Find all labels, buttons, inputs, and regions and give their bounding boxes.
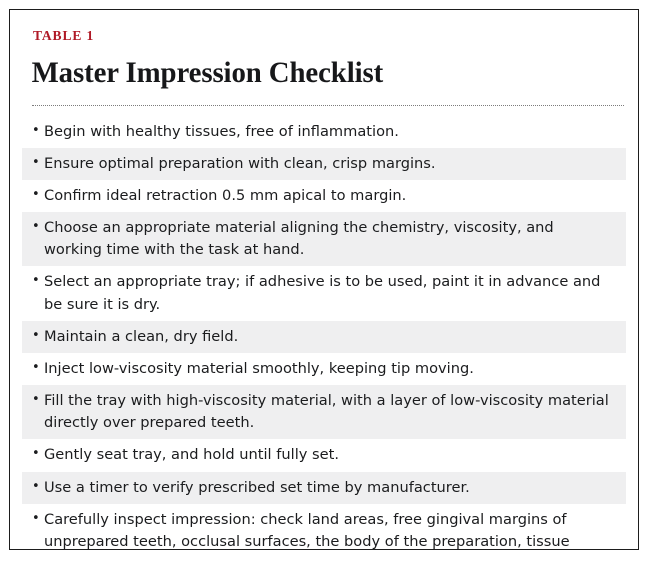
checklist-item: • Ensure optimal preparation with clean, … — [22, 147, 626, 180]
bullet-icon: • — [32, 186, 40, 202]
table-number-label: TABLE 1 — [33, 28, 95, 43]
checklist: • Begin with healthy tissues, free of inf… — [22, 107, 626, 550]
bullet-icon: • — [32, 273, 40, 289]
checklist-item: • Choose an appropriate material aligning… — [22, 212, 626, 267]
bullet-icon: • — [32, 392, 40, 408]
bullet-icon: • — [32, 510, 40, 526]
table-card: TABLE 1 Master Impression Checklist • Beg… — [9, 9, 639, 550]
checklist-item: • Confirm ideal retraction 0.5 mm apical … — [22, 180, 626, 212]
checklist-item: • Maintain a clean, dry field. — [22, 320, 626, 353]
card-inner: TABLE 1 Master Impression Checklist • Beg… — [10, 10, 638, 549]
checklist-item: • Use a timer to verify prescribed set ti… — [22, 471, 626, 504]
checklist-item-label: Maintain a clean, dry field. — [44, 327, 239, 345]
bullet-icon: • — [32, 122, 40, 138]
bullet-icon: • — [32, 154, 40, 170]
checklist-item: • Gently seat tray, and hold until fully … — [22, 439, 626, 471]
page-title: Master Impression Checklist — [31, 55, 384, 89]
bullet-icon: • — [32, 219, 40, 235]
checklist-item: • Inject low-viscosity material smoothly,… — [22, 353, 626, 385]
checklist-item-label: Fill the tray with high-viscosity materi… — [44, 392, 609, 432]
checklist-item: • Begin with healthy tissues, free of inf… — [22, 116, 626, 148]
checklist-item-label: Carefully inspect impression: check land… — [44, 510, 570, 550]
checklist-item-label: Gently seat tray, and hold until fully s… — [44, 446, 339, 464]
checklist-item: • Fill the tray with high-viscosity mater… — [22, 385, 626, 440]
checklist-item-label: Use a timer to verify prescribed set tim… — [44, 478, 470, 496]
bullet-icon: • — [32, 446, 40, 462]
checklist-item-label: Begin with healthy tissues, free of infl… — [44, 122, 399, 140]
checklist-item-label: Choose an appropriate material aligning … — [44, 219, 554, 259]
checklist-item: • Carefully inspect impression: check lan… — [22, 504, 626, 550]
title-divider — [32, 104, 624, 107]
checklist-item: • Select an appropriate tray; if adhesive… — [22, 266, 626, 320]
checklist-item-label: Inject low-viscosity material smoothly, … — [44, 359, 474, 377]
bullet-icon: • — [32, 478, 40, 494]
checklist-item-label: Confirm ideal retraction 0.5 mm apical t… — [44, 186, 407, 204]
bullet-icon: • — [32, 327, 40, 343]
checklist-item-label: Select an appropriate tray; if adhesive … — [44, 273, 601, 313]
checklist-item-label: Ensure optimal preparation with clean, c… — [44, 154, 436, 172]
bullet-icon: • — [32, 359, 40, 375]
